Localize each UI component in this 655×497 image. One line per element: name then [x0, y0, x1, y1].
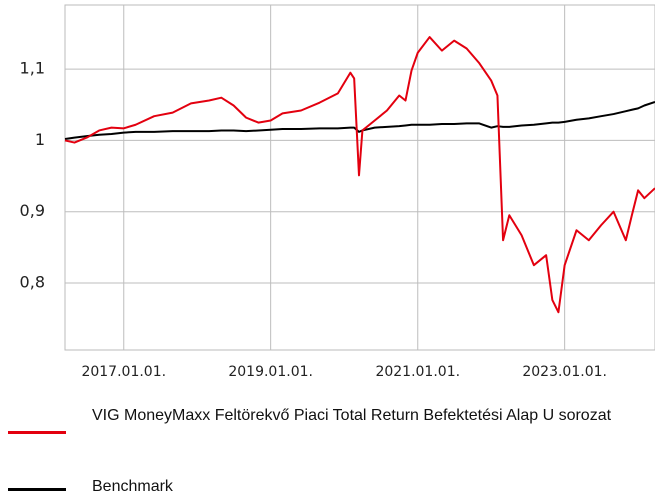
legend-label: Benchmark — [92, 478, 173, 495]
legend-swatch — [8, 431, 66, 434]
x-tick-label: 2019.01.01. — [228, 364, 313, 380]
x-tick-label: 2021.01.01. — [375, 364, 460, 380]
x-tick-label: 2023.01.01. — [522, 364, 607, 380]
y-tick-label: 0,8 — [20, 272, 45, 291]
plot-frame — [64, 4, 655, 351]
y-tick-label: 1 — [35, 130, 45, 149]
legend-swatch — [8, 488, 66, 491]
x-tick-label: 2017.01.01. — [81, 364, 166, 380]
legend-label: VIG MoneyMaxx Feltörekvő Piaci Total Ret… — [92, 407, 612, 424]
series-line — [64, 36, 655, 314]
y-tick-label: 0,9 — [20, 201, 45, 220]
chart: 0,8 0,9 1 1,1 2017.01.01. 2019.01.01. 2021.01.… — [20, 4, 655, 380]
y-tick-label: 1,1 — [20, 59, 45, 78]
series-line — [64, 100, 655, 140]
